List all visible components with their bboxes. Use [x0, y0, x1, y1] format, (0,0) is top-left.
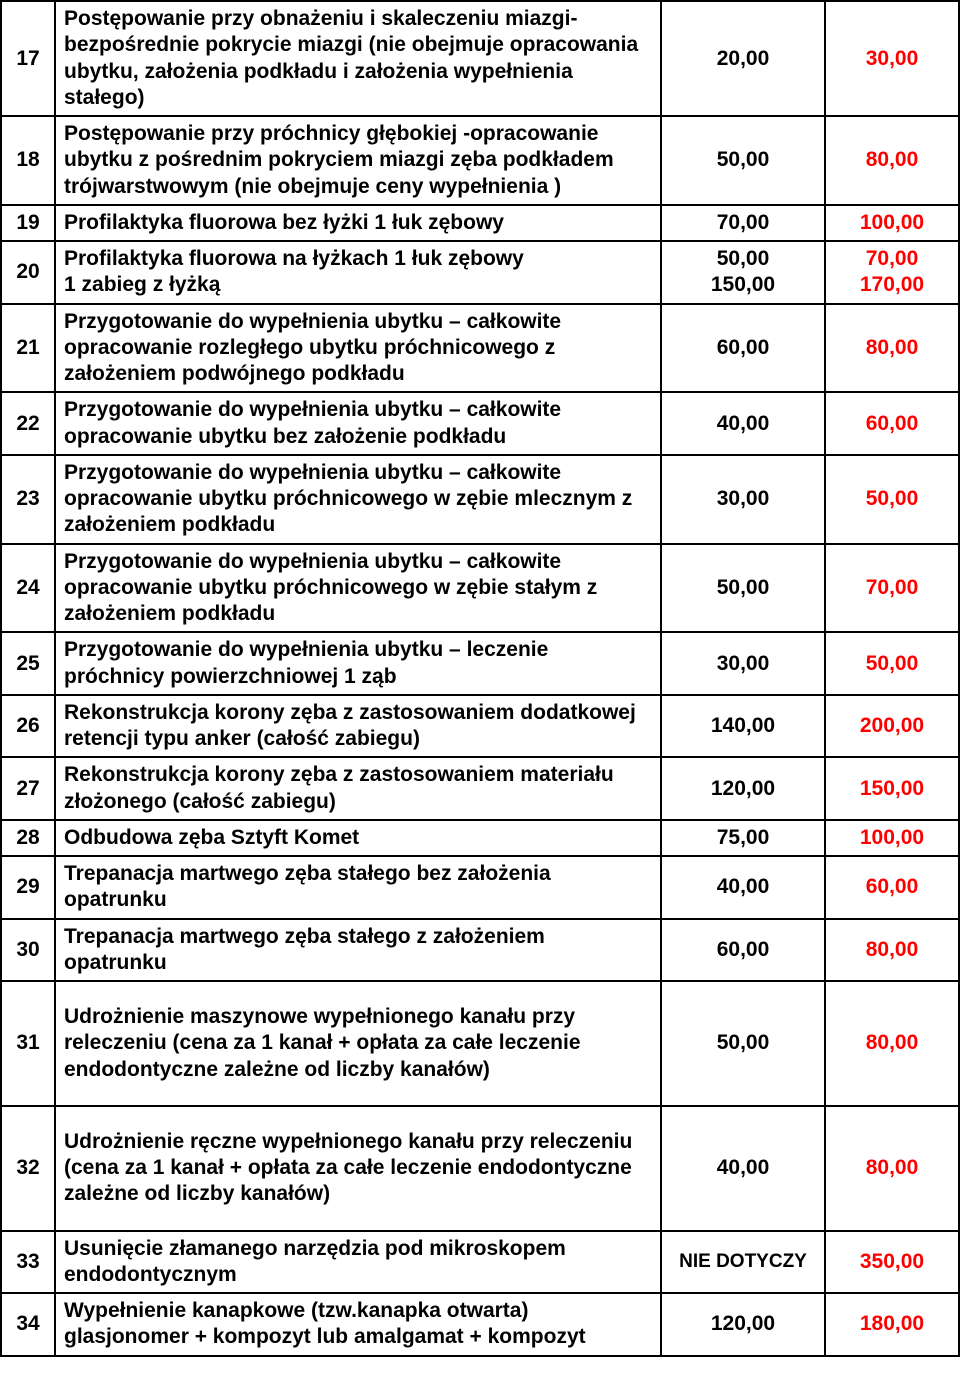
- row-price-right: 60,00: [825, 392, 959, 455]
- row-number: 24: [1, 544, 55, 633]
- table-row: 33Usunięcie złamanego narzędzia pod mikr…: [1, 1231, 959, 1294]
- row-number: 19: [1, 205, 55, 241]
- row-price-left: 30,00: [661, 632, 825, 695]
- row-number: 27: [1, 757, 55, 820]
- row-description: Odbudowa zęba Sztyft Komet: [55, 820, 661, 856]
- table-row: 34Wypełnienie kanapkowe (tzw.kanapka otw…: [1, 1293, 959, 1356]
- row-price-right: 70,00: [825, 544, 959, 633]
- row-number: 26: [1, 695, 55, 758]
- row-price-right: 80,00: [825, 919, 959, 982]
- table-row: 17Postępowanie przy obnażeniu i skalecze…: [1, 1, 959, 116]
- row-description: Udrożnienie maszynowe wypełnionego kanał…: [55, 981, 661, 1106]
- row-price-right: 150,00: [825, 757, 959, 820]
- row-description: Postępowanie przy próchnicy głębokiej -o…: [55, 116, 661, 205]
- row-price-right: 80,00: [825, 981, 959, 1106]
- price-table: 17Postępowanie przy obnażeniu i skalecze…: [0, 0, 960, 1357]
- row-price-right: 180,00: [825, 1293, 959, 1356]
- row-price-left: 75,00: [661, 820, 825, 856]
- row-price-right: 50,00: [825, 455, 959, 544]
- row-description: Przygotowanie do wypełnienia ubytku – ca…: [55, 455, 661, 544]
- row-number: 34: [1, 1293, 55, 1356]
- row-description: Profilaktyka fluorowa na łyżkach 1 łuk z…: [55, 241, 661, 304]
- row-price-left: 40,00: [661, 856, 825, 919]
- table-row: 29Trepanacja martwego zęba stałego bez z…: [1, 856, 959, 919]
- row-price-left: 50,00: [661, 116, 825, 205]
- row-description: Rekonstrukcja korony zęba z zastosowanie…: [55, 757, 661, 820]
- row-price-right: 350,00: [825, 1231, 959, 1294]
- row-price-right: 200,00: [825, 695, 959, 758]
- row-price-left: 140,00: [661, 695, 825, 758]
- row-price-left: 50,00150,00: [661, 241, 825, 304]
- table-row: 23Przygotowanie do wypełnienia ubytku – …: [1, 455, 959, 544]
- table-row: 32Udrożnienie ręczne wypełnionego kanału…: [1, 1106, 959, 1231]
- row-number: 18: [1, 116, 55, 205]
- row-price-right: 70,00170,00: [825, 241, 959, 304]
- table-row: 26Rekonstrukcja korony zęba z zastosowan…: [1, 695, 959, 758]
- row-price-left: 120,00: [661, 757, 825, 820]
- row-number: 17: [1, 1, 55, 116]
- row-description: Przygotowanie do wypełnienia ubytku – ca…: [55, 392, 661, 455]
- row-description: Wypełnienie kanapkowe (tzw.kanapka otwar…: [55, 1293, 661, 1356]
- row-price-right: 100,00: [825, 205, 959, 241]
- row-price-left: NIE DOTYCZY: [661, 1231, 825, 1294]
- row-price-left: 30,00: [661, 455, 825, 544]
- row-description: Usunięcie złamanego narzędzia pod mikros…: [55, 1231, 661, 1294]
- row-price-right: 60,00: [825, 856, 959, 919]
- row-number: 21: [1, 304, 55, 393]
- row-number: 31: [1, 981, 55, 1106]
- row-price-left: 50,00: [661, 981, 825, 1106]
- table-row: 25Przygotowanie do wypełnienia ubytku – …: [1, 632, 959, 695]
- table-row: 27Rekonstrukcja korony zęba z zastosowan…: [1, 757, 959, 820]
- row-price-left: 50,00: [661, 544, 825, 633]
- table-row: 21Przygotowanie do wypełnienia ubytku – …: [1, 304, 959, 393]
- row-number: 25: [1, 632, 55, 695]
- row-description: Przygotowanie do wypełnienia ubytku – ca…: [55, 544, 661, 633]
- row-price-left: 40,00: [661, 1106, 825, 1231]
- row-number: 33: [1, 1231, 55, 1294]
- row-description: Udrożnienie ręczne wypełnionego kanału p…: [55, 1106, 661, 1231]
- row-price-left: 60,00: [661, 304, 825, 393]
- row-number: 22: [1, 392, 55, 455]
- price-line: 70,00: [866, 246, 919, 272]
- row-price-left: 40,00: [661, 392, 825, 455]
- price-line: 50,00: [717, 246, 770, 272]
- table-row: 31Udrożnienie maszynowe wypełnionego kan…: [1, 981, 959, 1106]
- row-number: 28: [1, 820, 55, 856]
- row-description: Trepanacja martwego zęba stałego z założ…: [55, 919, 661, 982]
- row-number: 30: [1, 919, 55, 982]
- row-price-left: 70,00: [661, 205, 825, 241]
- table-row: 19Profilaktyka fluorowa bez łyżki 1 łuk …: [1, 205, 959, 241]
- row-description: Przygotowanie do wypełnienia ubytku – ca…: [55, 304, 661, 393]
- row-number: 23: [1, 455, 55, 544]
- price-line: 170,00: [860, 272, 924, 298]
- row-price-right: 100,00: [825, 820, 959, 856]
- row-price-right: 80,00: [825, 116, 959, 205]
- row-description: Trepanacja martwego zęba stałego bez zał…: [55, 856, 661, 919]
- price-line: 150,00: [711, 272, 775, 298]
- row-price-right: 80,00: [825, 304, 959, 393]
- row-price-left: 60,00: [661, 919, 825, 982]
- row-description: Postępowanie przy obnażeniu i skaleczeni…: [55, 1, 661, 116]
- table-row: 30Trepanacja martwego zęba stałego z zał…: [1, 919, 959, 982]
- table-row: 20Profilaktyka fluorowa na łyżkach 1 łuk…: [1, 241, 959, 304]
- row-price-right: 50,00: [825, 632, 959, 695]
- row-price-right: 80,00: [825, 1106, 959, 1231]
- row-description: Profilaktyka fluorowa bez łyżki 1 łuk zę…: [55, 205, 661, 241]
- table-row: 18Postępowanie przy próchnicy głębokiej …: [1, 116, 959, 205]
- table-row: 24Przygotowanie do wypełnienia ubytku – …: [1, 544, 959, 633]
- row-number: 32: [1, 1106, 55, 1231]
- table-row: 28Odbudowa zęba Sztyft Komet75,00100,00: [1, 820, 959, 856]
- row-price-left: 20,00: [661, 1, 825, 116]
- row-description: Przygotowanie do wypełnienia ubytku – le…: [55, 632, 661, 695]
- row-number: 29: [1, 856, 55, 919]
- table-row: 22Przygotowanie do wypełnienia ubytku – …: [1, 392, 959, 455]
- row-description: Rekonstrukcja korony zęba z zastosowanie…: [55, 695, 661, 758]
- row-price-left: 120,00: [661, 1293, 825, 1356]
- row-number: 20: [1, 241, 55, 304]
- row-price-right: 30,00: [825, 1, 959, 116]
